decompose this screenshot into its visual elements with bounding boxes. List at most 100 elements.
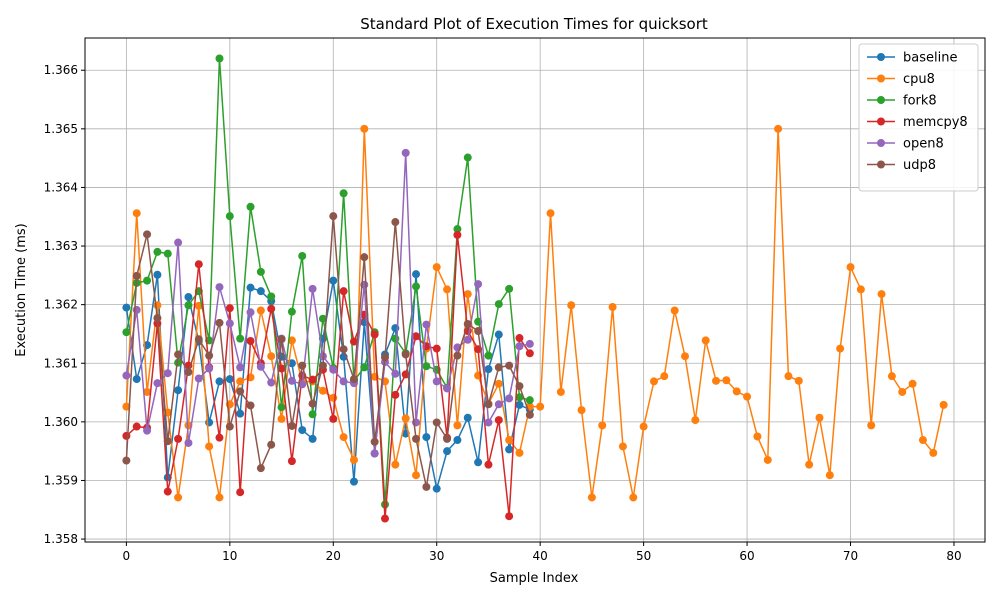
data-point-baseline: [246, 283, 255, 292]
data-point-fork8: [215, 54, 224, 63]
data-point-baseline: [298, 426, 307, 435]
legend-label: memcpy8: [903, 115, 968, 130]
series-cpu8: [122, 124, 948, 502]
data-point-cpu8: [256, 306, 265, 315]
y-tick-label: 1.361: [44, 356, 78, 370]
data-point-udp8: [432, 418, 441, 427]
data-point-open8: [298, 380, 307, 389]
data-point-udp8: [422, 482, 431, 491]
data-point-open8: [184, 438, 193, 447]
data-point-udp8: [318, 361, 327, 370]
data-point-open8: [370, 449, 379, 458]
data-point-fork8: [360, 363, 369, 372]
x-tick-label: 20: [326, 549, 341, 563]
data-point-baseline: [132, 375, 141, 384]
data-point-cpu8: [732, 387, 741, 396]
data-point-udp8: [277, 335, 286, 344]
y-axis-label: Execution Time (ms): [14, 223, 29, 356]
data-point-cpu8: [856, 285, 865, 294]
x-tick-label: 50: [636, 549, 651, 563]
data-point-baseline: [329, 276, 338, 285]
data-point-memcpy8: [225, 304, 234, 313]
data-point-cpu8: [267, 352, 276, 361]
data-point-baseline: [174, 386, 183, 395]
data-point-cpu8: [753, 432, 762, 441]
data-point-memcpy8: [391, 390, 400, 399]
data-point-baseline: [505, 445, 514, 454]
legend-label: baseline: [903, 51, 957, 66]
data-point-cpu8: [494, 379, 503, 388]
data-point-udp8: [349, 375, 358, 384]
data-point-fork8: [484, 351, 493, 360]
data-point-cpu8: [174, 493, 183, 502]
data-point-cpu8: [639, 422, 648, 431]
series-line-fork8: [125, 57, 531, 506]
data-point-memcpy8: [194, 260, 203, 269]
x-tick-label: 0: [123, 549, 131, 563]
data-point-baseline: [443, 447, 452, 456]
data-point-udp8: [153, 314, 162, 323]
series-line-open8: [125, 152, 530, 455]
data-point-cpu8: [629, 493, 638, 502]
data-point-cpu8: [236, 377, 245, 386]
data-point-fork8: [453, 225, 462, 234]
data-point-cpu8: [215, 493, 224, 502]
data-point-fork8: [225, 212, 234, 221]
data-point-udp8: [122, 456, 131, 465]
data-point-udp8: [505, 361, 514, 370]
legend-swatch-marker: [877, 117, 885, 126]
data-point-baseline: [515, 400, 524, 409]
data-point-fork8: [236, 334, 245, 343]
data-point-memcpy8: [432, 344, 441, 353]
data-point-cpu8: [918, 436, 927, 445]
data-point-fork8: [463, 153, 472, 162]
data-point-cpu8: [763, 455, 772, 464]
data-point-udp8: [412, 434, 421, 443]
legend-item: udp8: [867, 158, 936, 173]
legend-label: fork8: [903, 94, 937, 109]
data-point-cpu8: [887, 372, 896, 381]
data-point-cpu8: [722, 376, 731, 385]
data-point-udp8: [401, 350, 410, 359]
x-axis-label: Sample Index: [490, 571, 579, 586]
data-point-udp8: [474, 327, 483, 336]
data-point-memcpy8: [163, 487, 172, 496]
data-point-cpu8: [701, 336, 710, 345]
data-point-cpu8: [515, 448, 524, 457]
data-point-udp8: [132, 271, 141, 280]
y-tick-label: 1.358: [44, 532, 78, 546]
data-point-udp8: [515, 382, 524, 391]
data-point-cpu8: [908, 379, 917, 388]
data-point-open8: [391, 369, 400, 378]
legend-swatch-marker: [877, 96, 885, 104]
data-point-cpu8: [712, 376, 721, 385]
data-point-udp8: [246, 401, 255, 410]
data-point-fork8: [505, 284, 514, 293]
data-point-open8: [153, 379, 162, 388]
data-point-udp8: [256, 464, 265, 473]
data-point-cpu8: [867, 421, 876, 430]
data-point-open8: [287, 376, 296, 385]
series-line-cpu8: [125, 128, 945, 499]
data-point-cpu8: [453, 421, 462, 430]
y-tick-label: 1.365: [44, 122, 78, 136]
data-point-cpu8: [649, 377, 658, 386]
data-point-cpu8: [556, 387, 565, 396]
data-point-udp8: [525, 410, 534, 419]
data-point-open8: [432, 377, 441, 386]
data-point-baseline: [453, 436, 462, 445]
legend-item: fork8: [867, 94, 937, 109]
data-point-fork8: [525, 396, 534, 405]
data-point-open8: [525, 339, 534, 348]
data-point-udp8: [308, 399, 317, 408]
data-point-memcpy8: [236, 488, 245, 497]
data-point-open8: [505, 394, 514, 403]
data-point-cpu8: [132, 209, 141, 218]
legend-item: cpu8: [867, 72, 935, 87]
data-point-udp8: [443, 434, 452, 443]
y-tick-label: 1.362: [44, 298, 78, 312]
data-point-fork8: [515, 393, 524, 402]
data-point-fork8: [339, 189, 348, 198]
data-point-open8: [225, 319, 234, 328]
